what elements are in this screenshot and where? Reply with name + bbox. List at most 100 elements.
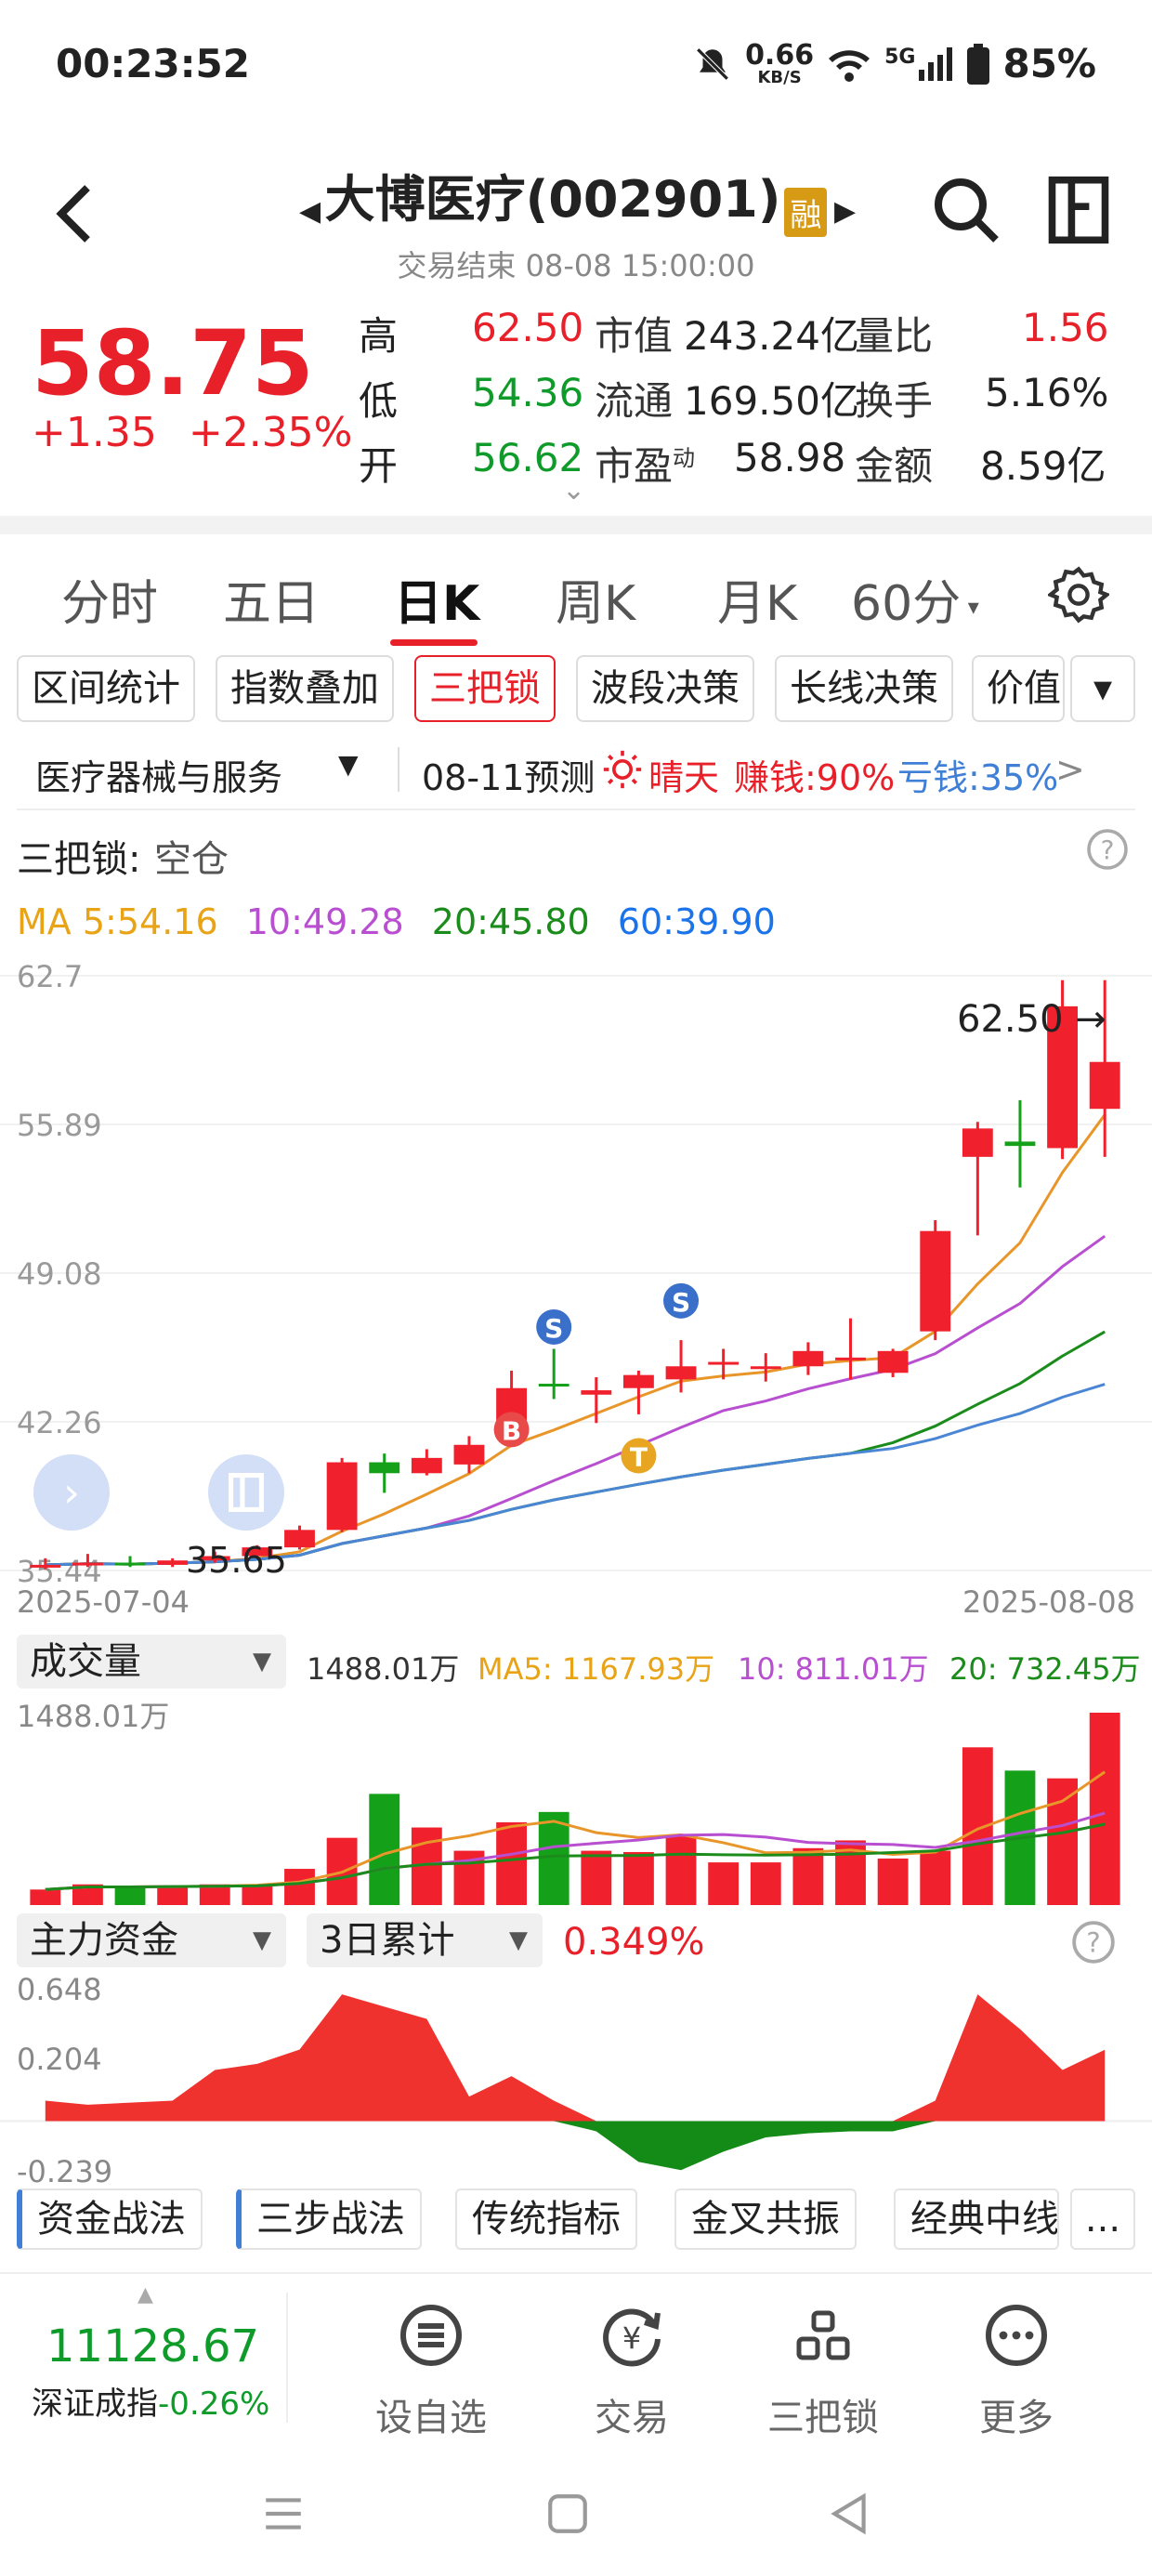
- expand-chevron-icon[interactable]: ⌄: [562, 474, 586, 506]
- home-icon[interactable]: [544, 2491, 591, 2537]
- candle-body: [157, 1560, 189, 1565]
- back-triangle-icon[interactable]: [827, 2491, 873, 2537]
- fund-flow-area: [0, 1994, 1152, 2171]
- back-arrow-icon[interactable]: [46, 177, 102, 251]
- status-bar: 00:23:52 0.66 KB/S 5G 85%: [0, 0, 1152, 139]
- kline-grid: [0, 975, 1152, 1571]
- nav-three-locks-label: 三把锁: [767, 2397, 879, 2439]
- nav-three-locks[interactable]: 三把锁: [749, 2302, 897, 2441]
- candle-body: [30, 1564, 61, 1568]
- tab-60min-label: 60分: [851, 576, 962, 632]
- y-tick-label: 49.08: [17, 1256, 102, 1292]
- fund-header: 主力资金 ▼ 3日累计 ▼ 0.349% ?: [0, 1910, 1152, 1975]
- tab-daily-k[interactable]: 日K: [394, 576, 480, 632]
- industry-dropdown-icon[interactable]: ▼: [338, 749, 359, 780]
- prev-stock-arrow[interactable]: ◀: [299, 195, 321, 228]
- quote-open-value: 56.62: [472, 435, 584, 480]
- y-tick-label: 62.7: [17, 959, 83, 994]
- volume-bar: [920, 1850, 951, 1905]
- fund-outflow-area: [45, 2121, 1106, 2171]
- chip-more-dropdown-icon[interactable]: ▾: [1070, 655, 1135, 722]
- tab-intraday[interactable]: 分时: [61, 576, 159, 632]
- nav-more[interactable]: 更多: [942, 2302, 1091, 2441]
- chip-index-overlay[interactable]: 指数叠加: [216, 655, 394, 722]
- strategy-more[interactable]: ...: [1070, 2188, 1135, 2250]
- sun-icon: [603, 750, 642, 789]
- end-date: 2025-08-08: [962, 1584, 1135, 1620]
- volume-chart[interactable]: [0, 1696, 1152, 1910]
- tab-weekly-k[interactable]: 周K: [556, 576, 636, 632]
- strategy-fund[interactable]: 资金战法: [17, 2188, 203, 2250]
- signal-icon: [919, 46, 953, 81]
- chip-range-stats[interactable]: 区间统计: [17, 655, 195, 722]
- volume-selector[interactable]: 成交量 ▼: [17, 1635, 286, 1689]
- wifi-icon: [829, 49, 871, 82]
- ma5-value: 5:54.16: [82, 901, 218, 942]
- quote-label-pe: 市盈动: [595, 435, 695, 492]
- quote-volratio-value: 1.56: [1022, 305, 1109, 350]
- chip-band-decision[interactable]: 波段决策: [576, 655, 754, 722]
- tab-monthly-k[interactable]: 月K: [717, 576, 798, 632]
- next-stock-arrow[interactable]: ▶: [834, 195, 857, 228]
- signal-group: 5G: [884, 46, 954, 83]
- strategy-tabs: 资金战法 三步战法 传统指标 金叉共振 经典中线 ...: [0, 2188, 1152, 2263]
- menu-icon[interactable]: [260, 2491, 307, 2537]
- nav-trade[interactable]: ¥ 交易: [557, 2302, 706, 2441]
- battery-icon: [967, 43, 990, 85]
- fund-inflow-area: [45, 1994, 1106, 2122]
- fund-selector[interactable]: 主力资金 ▼: [17, 1913, 286, 1967]
- volume-bar: [157, 1886, 189, 1905]
- layout-toggle-button[interactable]: [208, 1454, 284, 1531]
- strategy-golden-cross[interactable]: 金叉共振: [674, 2188, 857, 2250]
- more-arrow[interactable]: >: [1055, 749, 1085, 790]
- help-icon[interactable]: ?: [1070, 1919, 1117, 1965]
- fund-flow-chart[interactable]: [0, 1975, 1152, 2188]
- candle-body: [538, 1384, 569, 1387]
- strategy-traditional[interactable]: 传统指标: [455, 2188, 637, 2250]
- price-change: +1.35 +2.35%: [32, 409, 353, 456]
- fund-period-selector[interactable]: 3日累计 ▼: [307, 1913, 543, 1967]
- volume-bar: [199, 1884, 230, 1905]
- quote-panel: 58.75 +1.35 +2.35% 高 62.50 市值 243.24亿 量比…: [0, 288, 1152, 511]
- chip-three-locks[interactable]: 三把锁: [414, 655, 556, 722]
- quote-low-value: 54.36: [472, 370, 584, 415]
- help-icon[interactable]: ?: [1085, 827, 1130, 872]
- expand-panel-button[interactable]: ›: [33, 1454, 110, 1531]
- tool-chips: 区间统计 指数叠加 三把锁 波段决策 长线决策 价值 ▾: [0, 655, 1152, 729]
- gear-icon[interactable]: [1048, 564, 1109, 625]
- industry-name[interactable]: 医疗器械与服务: [35, 757, 283, 798]
- volume-bars: [30, 1713, 1120, 1905]
- strategy-three-step[interactable]: 三步战法: [236, 2188, 422, 2250]
- candle-body: [835, 1357, 866, 1360]
- buy-marker-letter: B: [502, 1415, 521, 1446]
- tab-60min[interactable]: 60分 ▾: [851, 564, 979, 634]
- volume-bar: [1047, 1778, 1078, 1905]
- net-speed: 0.66 KB/S: [745, 41, 814, 86]
- industry-row: 医疗器械与服务 ▼ 08-11预测 晴天 赚钱:90% 亏钱:35% >: [0, 734, 1152, 808]
- dropdown-icon: ▾: [961, 594, 979, 620]
- svg-text:?: ?: [1086, 1926, 1100, 1958]
- volume-bar: [369, 1794, 400, 1905]
- nav-divider: [286, 2293, 288, 2423]
- tab-five-day[interactable]: 五日: [223, 576, 321, 632]
- volume-bar: [708, 1862, 740, 1905]
- index-row[interactable]: 深证成指-0.26%: [32, 2378, 269, 2424]
- fund-selector-label: 主力资金: [30, 1919, 178, 1962]
- chip-value[interactable]: 价值: [972, 655, 1065, 722]
- nav-watchlist[interactable]: 设自选: [357, 2302, 505, 2441]
- quote-turnover-value: 5.16%: [985, 370, 1109, 415]
- quote-label-open: 开: [359, 443, 399, 489]
- volume-ma5: MA5: 1167.93万: [478, 1651, 715, 1687]
- layout-switch-icon[interactable]: [1046, 175, 1111, 245]
- search-icon[interactable]: [929, 173, 1003, 247]
- chip-long-decision[interactable]: 长线决策: [775, 655, 953, 722]
- strategy-classic[interactable]: 经典中线: [894, 2188, 1059, 2250]
- quote-high-value: 62.50: [472, 305, 584, 350]
- index-value[interactable]: 11128.67: [46, 2320, 260, 2372]
- divider: [398, 747, 399, 792]
- ma20-line: [45, 1330, 1106, 1567]
- nav-trade-label: 交易: [595, 2397, 669, 2439]
- candle-body: [708, 1361, 740, 1365]
- kline-candles: [30, 979, 1120, 1570]
